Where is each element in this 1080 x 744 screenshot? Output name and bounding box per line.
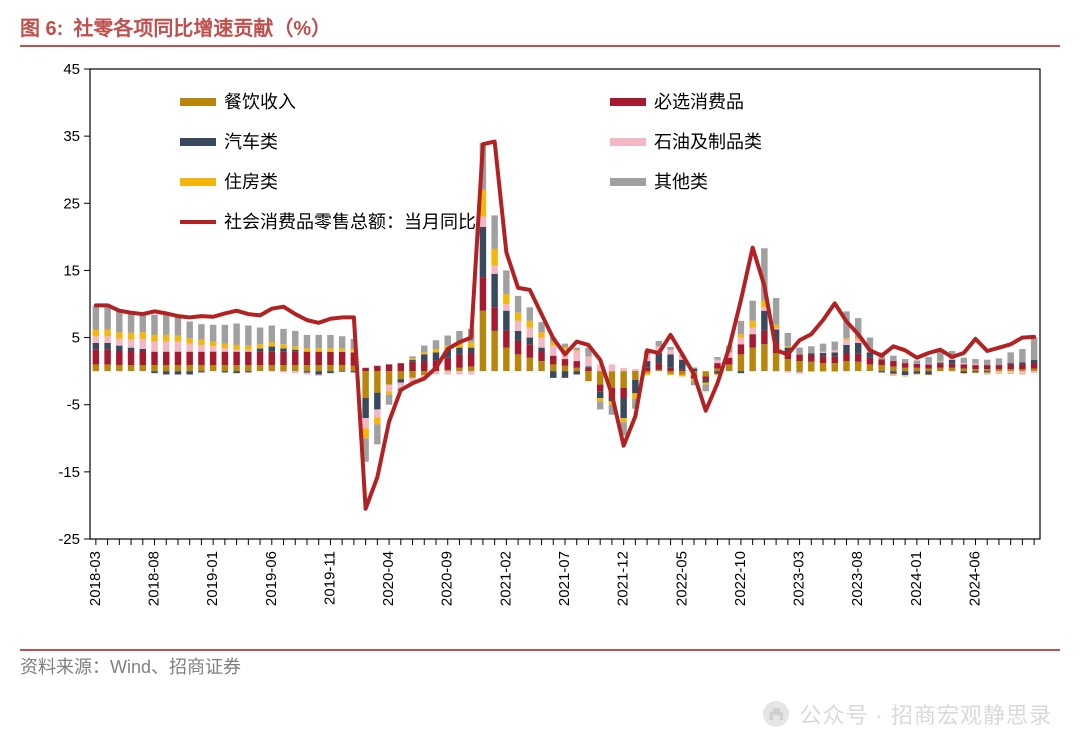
svg-text:其他类: 其他类	[654, 172, 708, 192]
svg-text:35: 35	[63, 128, 80, 145]
svg-text:2024-01: 2024-01	[908, 551, 925, 606]
svg-text:-5: -5	[67, 397, 80, 414]
svg-text:2024-06: 2024-06	[966, 551, 983, 606]
svg-text:2019-11: 2019-11	[321, 551, 338, 605]
svg-text:2018-08: 2018-08	[146, 551, 163, 606]
figure-header: 图 6: 社零各项同比增速贡献（%）	[20, 12, 1060, 47]
svg-text:餐饮收入: 餐饮收入	[224, 92, 296, 112]
svg-text:必选消费品: 必选消费品	[654, 92, 744, 112]
svg-text:2020-09: 2020-09	[439, 551, 456, 606]
svg-text:-15: -15	[58, 464, 80, 481]
svg-text:石油及制品类: 石油及制品类	[654, 132, 762, 152]
svg-text:5: 5	[72, 330, 80, 347]
figure-number: 图 6:	[20, 12, 63, 41]
svg-text:汽车类: 汽车类	[224, 132, 278, 152]
svg-text:25: 25	[63, 195, 80, 212]
figure-container: 图 6: 社零各项同比增速贡献（%） -25 -15 -5 5 15 25 35 45 2018…	[0, 0, 1080, 744]
svg-text:2019-06: 2019-06	[263, 551, 280, 606]
source-attribution: 资料来源：Wind、招商证券	[20, 649, 1060, 679]
chart-area: -25 -15 -5 5 15 25 35 45 2018-03 2018-08 2019-01 20…	[20, 49, 1060, 649]
svg-text:2020-04: 2020-04	[380, 551, 397, 606]
watermark-text: 公众号 · 招商宏观静思录	[799, 698, 1052, 730]
svg-text:15: 15	[63, 262, 80, 279]
svg-text:社会消费品零售总额：当月同比: 社会消费品零售总额：当月同比	[224, 212, 476, 232]
svg-text:2022-10: 2022-10	[732, 551, 749, 606]
svg-text:2023-03: 2023-03	[791, 551, 808, 606]
svg-text:2019-01: 2019-01	[204, 551, 221, 606]
watermark: 公众号 · 招商宏观静思录	[763, 698, 1052, 730]
wechat-icon	[763, 701, 789, 727]
svg-text:2021-07: 2021-07	[556, 551, 573, 606]
svg-text:-25: -25	[58, 531, 80, 548]
svg-text:2022-05: 2022-05	[673, 551, 690, 606]
figure-title: 社零各项同比增速贡献（%）	[73, 12, 331, 41]
chart-svg: -25 -15 -5 5 15 25 35 45 2018-03 2018-08 2019-01 20…	[20, 49, 1060, 649]
svg-text:45: 45	[63, 61, 80, 78]
svg-text:2021-12: 2021-12	[615, 551, 632, 606]
svg-text:2018-03: 2018-03	[87, 551, 104, 606]
svg-text:2023-08: 2023-08	[849, 551, 866, 606]
svg-text:2021-02: 2021-02	[497, 551, 514, 606]
svg-text:住房类: 住房类	[224, 172, 278, 192]
